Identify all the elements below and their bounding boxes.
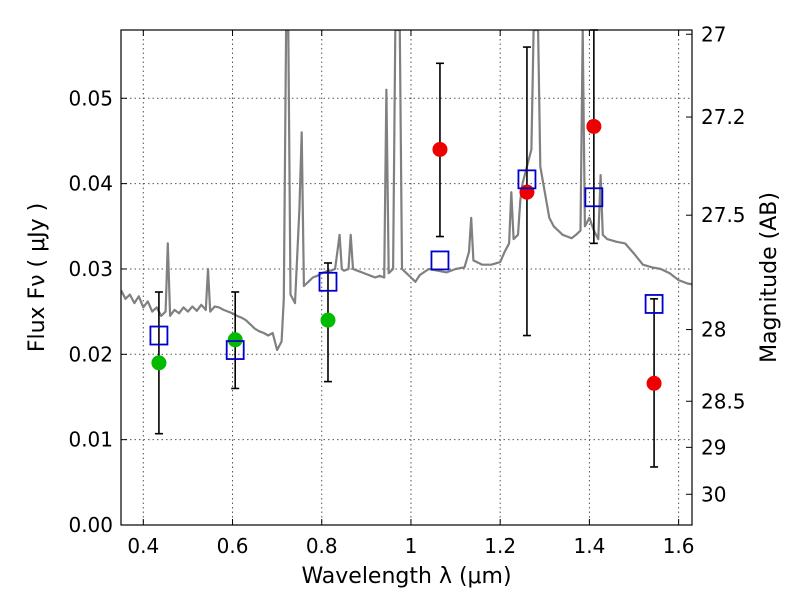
right-tick-label: 27 [701,22,726,46]
plot-frame [120,29,693,526]
circle-point [432,141,448,157]
data-markers [149,118,664,391]
circle-point [519,184,535,200]
x-tick-label: 1 [405,534,418,558]
circle-point [646,375,662,391]
y-tick-label: 0.05 [68,86,113,110]
x-tick-label: 0.6 [217,534,249,558]
right-tick-label: 30 [701,482,726,506]
square-point [318,271,338,292]
y-tick-label: 0.04 [68,172,113,196]
square-point [225,340,245,360]
axis-ticks: 0.4 0.6 0.8 1 1.2 1.4 1.6 0.00 0.01 0.02 0.03 0.04 0… [68,22,745,558]
y-tick-label: 0.01 [68,428,113,452]
y-axis-label: Flux Fν ( μJy ) [25,203,50,352]
x-tick-label: 1.6 [663,534,695,558]
x-axis-label: Wavelength λ (μm) [301,564,511,589]
y-tick-label: 0.02 [68,342,113,366]
right-tick-label: 27.5 [701,203,746,227]
x-tick-label: 1.4 [573,534,605,558]
right-tick-label: 27.2 [701,105,746,129]
y-tick-label: 0.03 [68,257,113,281]
y-tick-label: 0.00 [68,513,113,537]
circle-point [586,118,602,134]
square-point [149,325,169,346]
circle-point [151,355,167,371]
square-point [584,187,604,208]
x-tick-label: 1.2 [484,534,516,558]
circle-point [320,312,336,328]
circle-point [227,332,243,348]
x-tick-label: 0.8 [306,534,338,558]
template-spectrum-line [121,30,692,352]
right-tick-label: 28 [701,318,726,342]
square-point [517,169,537,190]
square-point [644,294,664,314]
right-tick-label: 28.5 [701,389,746,413]
x-tick-label: 0.4 [127,534,159,558]
template-spectrum [121,30,692,352]
right-tick-label: 29 [701,435,726,459]
right-y-axis-label: Magnitude (AB) [757,192,782,363]
square-point [430,250,450,271]
